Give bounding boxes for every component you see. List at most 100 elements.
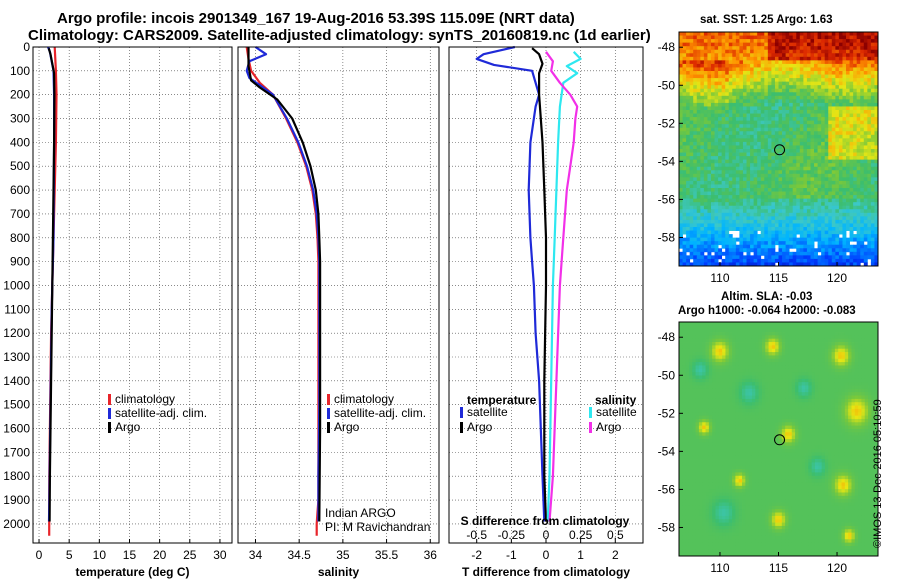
map-cell — [796, 138, 801, 143]
map-cell — [870, 67, 875, 72]
map-cell — [856, 244, 861, 249]
map-cell — [735, 251, 740, 256]
map-cell — [817, 188, 822, 192]
map-cell — [732, 365, 736, 370]
map-cell — [778, 42, 783, 47]
map-cell — [853, 234, 858, 239]
map-cell — [806, 88, 811, 93]
map-cell — [821, 335, 826, 340]
map-cell — [732, 163, 737, 168]
map-cell — [775, 372, 779, 376]
map-cell — [856, 99, 861, 104]
map-cell — [799, 149, 804, 153]
map-cell — [867, 124, 872, 129]
map-cell — [722, 352, 726, 356]
map-cell — [842, 156, 847, 161]
map-cell — [679, 117, 683, 122]
map-cell — [700, 223, 705, 228]
map-cell — [799, 42, 804, 47]
map-cell — [757, 42, 762, 47]
map-cell — [760, 209, 765, 214]
map-cell — [867, 212, 872, 217]
map-cell — [707, 92, 712, 97]
map-cell — [814, 212, 818, 217]
map-cell — [742, 166, 747, 171]
map-cell — [750, 110, 755, 114]
map-cell — [853, 92, 858, 97]
map-cell — [707, 124, 712, 129]
map-cell — [774, 202, 779, 207]
map-cell — [693, 78, 698, 83]
map-cell — [828, 131, 833, 136]
map-cell — [810, 262, 815, 267]
map-cell — [742, 95, 747, 100]
map-cell — [702, 328, 706, 333]
map-cell — [778, 163, 783, 168]
map-cell — [821, 85, 826, 90]
map-cell — [803, 195, 808, 200]
map-cell — [682, 163, 687, 168]
map-cell — [838, 56, 843, 61]
map-cell — [767, 202, 772, 207]
map-cell — [811, 332, 816, 336]
map-cell — [817, 88, 822, 93]
map-cell — [863, 234, 868, 239]
map-cell — [838, 138, 843, 143]
map-cell — [874, 216, 879, 221]
map-cell — [806, 95, 811, 100]
map-cell — [803, 95, 808, 100]
map-cell — [778, 244, 783, 249]
map-cell — [806, 120, 811, 125]
map-cell — [789, 138, 794, 143]
map-cell — [725, 375, 730, 380]
map-cell — [806, 216, 811, 221]
map-cell — [824, 102, 829, 107]
map-cell — [835, 81, 840, 86]
map-cell — [767, 127, 772, 132]
map-cell — [870, 141, 875, 146]
map-cell — [785, 223, 790, 228]
map-cell — [806, 53, 811, 58]
depth-tick-label: 1500 — [3, 398, 30, 412]
map-cell — [860, 127, 865, 132]
map-cell — [753, 163, 758, 168]
map-cell — [828, 375, 832, 380]
map-cell — [842, 209, 847, 214]
map-cell — [851, 378, 856, 383]
x-tick-label: 5 — [66, 548, 73, 562]
map-cell — [682, 152, 687, 157]
map-cell — [799, 56, 804, 61]
map-cell — [718, 113, 723, 118]
map-cell — [863, 191, 868, 196]
map-cell — [700, 170, 705, 175]
map-cell — [732, 255, 737, 260]
map-cell — [814, 205, 818, 210]
map-cell — [870, 191, 875, 196]
map-cell — [679, 74, 683, 79]
map-cell — [838, 78, 843, 83]
map-cell — [774, 39, 779, 44]
map-cell — [811, 375, 816, 380]
map-cell — [856, 156, 861, 161]
map-cell — [742, 39, 747, 44]
map-cell — [828, 365, 832, 370]
map-cell — [722, 332, 726, 336]
map-cell — [817, 219, 822, 224]
map-cell — [796, 60, 801, 65]
map-cell — [771, 110, 776, 114]
map-cell — [771, 88, 776, 93]
map-cell — [732, 362, 736, 366]
map-cell — [693, 81, 698, 86]
map-cell — [785, 362, 789, 366]
map-cell — [870, 106, 875, 111]
map-cell — [742, 258, 747, 263]
map-cell — [742, 46, 747, 51]
map-cell — [789, 71, 794, 75]
map-cell — [799, 177, 804, 182]
map-cell — [757, 195, 762, 200]
map-cell — [750, 124, 755, 129]
map-cell — [849, 152, 854, 157]
map-cell — [686, 180, 691, 185]
map-cell — [853, 42, 858, 47]
map-cell — [742, 237, 747, 242]
